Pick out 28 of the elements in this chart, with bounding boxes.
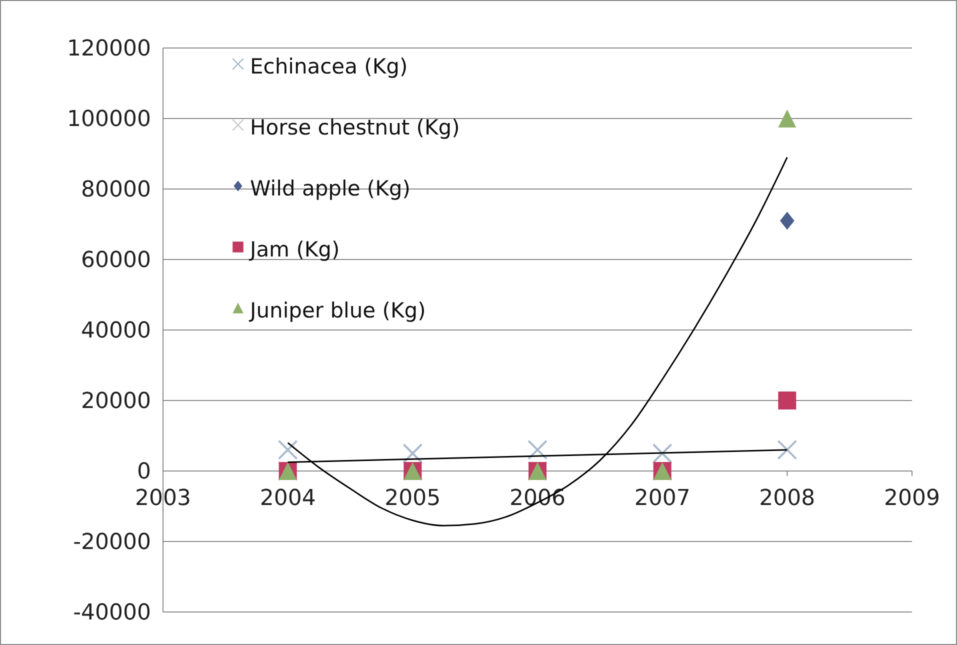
x-tick-label: 2008: [759, 486, 816, 511]
legend-label: Jam (Kg): [248, 237, 340, 262]
point: [777, 440, 798, 460]
y-tick-label: 40000: [81, 318, 151, 344]
y-tick-label: 60000: [81, 248, 151, 274]
point: [778, 392, 796, 410]
y-tick-label: 0: [137, 460, 151, 485]
x-tick-label: 2003: [135, 486, 191, 511]
y-tick-label: 100000: [67, 107, 151, 132]
point: [780, 212, 794, 230]
x-tick-label: 2004: [260, 486, 316, 511]
point: [278, 440, 298, 460]
y-tick-label: -40000: [73, 600, 151, 626]
point: [528, 440, 548, 460]
y-tick-label: 20000: [81, 389, 151, 414]
point: [402, 443, 423, 464]
y-tick-label: 80000: [81, 178, 151, 203]
y-tick-label: 120000: [67, 36, 151, 62]
legend-label: Wild apple (Kg): [250, 176, 410, 200]
x-tick-label: 2005: [384, 486, 441, 511]
legend-label: Echinacea (Kg): [250, 54, 408, 78]
point: [652, 443, 672, 464]
x-tick-label: 2007: [634, 486, 690, 511]
x-tick-label: 2009: [884, 486, 940, 511]
legend-label: Horse chestnut (Kg): [250, 115, 460, 140]
y-tick-label: -20000: [73, 530, 151, 556]
legend-label: Juniper blue (Kg): [248, 298, 426, 322]
point: [778, 110, 796, 128]
